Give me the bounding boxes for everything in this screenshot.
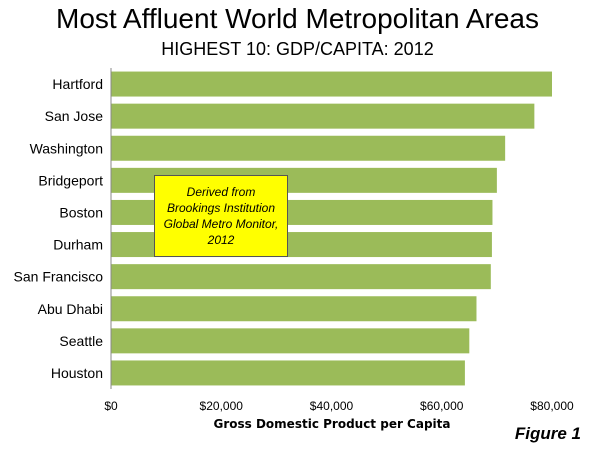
category-label: Hartford bbox=[52, 76, 103, 92]
x-tick-label: $60,000 bbox=[420, 399, 464, 413]
x-tick-label: $80,000 bbox=[530, 399, 574, 413]
bar-washington bbox=[111, 135, 506, 161]
x-tick-label: $40,000 bbox=[310, 399, 354, 413]
bar-san-jose bbox=[111, 103, 535, 129]
x-tick-label: $0 bbox=[104, 399, 118, 413]
bar-abu-dhabi bbox=[111, 296, 477, 322]
annotation-line-4: 2012 bbox=[207, 233, 235, 247]
bar-houston bbox=[111, 360, 465, 386]
category-label: Abu Dhabi bbox=[38, 301, 103, 317]
category-label: Durham bbox=[53, 237, 103, 253]
category-label: Houston bbox=[51, 365, 103, 381]
annotation-line-2: Brookings Institution bbox=[166, 201, 276, 215]
annotation-line-1: Derived from bbox=[186, 185, 256, 199]
category-label: Seattle bbox=[59, 333, 103, 349]
category-label: Boston bbox=[59, 204, 103, 220]
bar-hartford bbox=[111, 71, 552, 97]
category-label: San Francisco bbox=[14, 269, 104, 285]
x-tick-label: $20,000 bbox=[200, 399, 244, 413]
chart-title: Most Affluent World Metropolitan Areas bbox=[56, 3, 539, 34]
x-axis-label: Gross Domestic Product per Capita bbox=[214, 417, 451, 431]
category-label: Bridgeport bbox=[38, 172, 103, 188]
category-label: Washington bbox=[30, 140, 103, 156]
chart-subtitle: HIGHEST 10: GDP/CAPITA: 2012 bbox=[161, 39, 434, 59]
bar-san-francisco bbox=[111, 264, 491, 290]
figure-label: Figure 1 bbox=[514, 424, 581, 443]
annotation-line-3: Global Metro Monitor, bbox=[163, 217, 279, 231]
category-label: San Jose bbox=[45, 108, 104, 124]
bar-seattle bbox=[111, 328, 470, 354]
source-annotation: Derived from Brookings Institution Globa… bbox=[154, 175, 288, 257]
